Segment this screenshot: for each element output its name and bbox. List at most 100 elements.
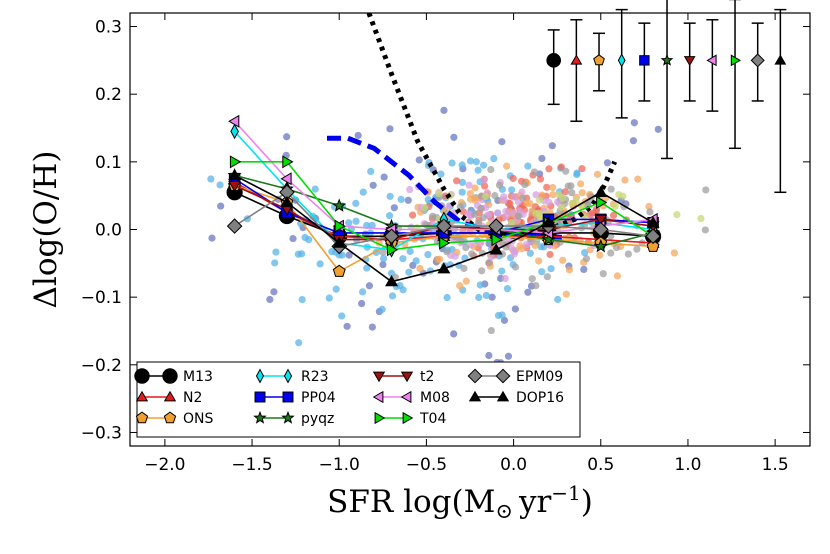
scatter-point [390, 204, 398, 212]
scatter-point [436, 255, 444, 263]
scatter-point [437, 170, 445, 178]
legend-marker [253, 410, 267, 424]
EPM09-marker [383, 228, 400, 245]
legend-item: ONS [135, 411, 213, 427]
scatter-point [420, 203, 429, 212]
scatter-point [524, 288, 532, 296]
T04-marker [282, 155, 294, 169]
scatter-point [386, 125, 394, 133]
scatter-point [528, 275, 536, 283]
scatter-point [613, 272, 622, 280]
scatter-point [466, 189, 474, 198]
scatter-point [573, 170, 581, 179]
legend-label: EPM09 [516, 369, 563, 385]
legend-label: M13 [183, 369, 213, 385]
scatter-point [511, 305, 519, 313]
scatter-point [365, 282, 374, 290]
scatter-point [548, 142, 556, 150]
scatter-point [545, 165, 553, 173]
legend-label: t2 [420, 369, 434, 385]
scatter-point [477, 204, 485, 213]
scatter-point [546, 250, 554, 259]
legend-item: EPM09 [467, 368, 563, 385]
scatter-point [416, 264, 424, 273]
scatter-point [538, 268, 546, 276]
scatter-point [488, 293, 496, 301]
legend-item: t2 [372, 369, 434, 385]
scatter-point [599, 270, 607, 278]
scatter-point [592, 208, 600, 216]
t2-marker [594, 214, 608, 226]
x-axis-label-close: ) [581, 484, 593, 520]
scatter-point [538, 154, 546, 163]
scatter-point [697, 214, 705, 223]
scatter-point [338, 251, 346, 259]
y-tick-label: −0.3 [81, 423, 122, 443]
legend-label: R23 [301, 369, 329, 385]
scatter-point [567, 182, 575, 190]
errbar-marker [730, 54, 741, 67]
errbar-marker [750, 53, 765, 68]
scatter-point [380, 173, 388, 181]
scatter-point [474, 166, 482, 174]
axis-ticks: −2.0 −1.5 −1.0 −0.5 0.0 0.5 1.0 1.5 −0.3 −0.2 −0.1… [81, 13, 810, 475]
errbar-PP04 [638, 22, 651, 102]
DOP16-marker [489, 243, 503, 255]
legend-marker [402, 411, 414, 425]
scatter-point [396, 281, 404, 290]
scatter-point [435, 189, 443, 198]
scatter-point [633, 245, 641, 253]
scatter-point [526, 249, 534, 257]
scatter-point [443, 248, 451, 256]
scatter-point [501, 274, 509, 283]
legend-item: M13 [134, 368, 213, 385]
scatter-point [524, 162, 532, 170]
scatter-point [408, 211, 417, 219]
scatter-point [422, 221, 430, 229]
scatter-point [521, 181, 529, 189]
scatter-point [518, 188, 526, 196]
scatter-point [481, 182, 489, 190]
scatter-point [508, 186, 516, 194]
scatter-point [301, 233, 309, 242]
scatter-point [508, 209, 517, 217]
y-tick-label: −0.2 [81, 356, 122, 376]
scatter-point [316, 260, 324, 268]
legend-label: T04 [419, 411, 446, 427]
scatter-point [352, 217, 360, 225]
scatter-point [543, 183, 551, 191]
scatter-point [511, 248, 519, 256]
scatter-point [543, 273, 551, 281]
scatter-point [412, 257, 420, 265]
series-lines [226, 114, 662, 287]
scatter-point [385, 212, 394, 220]
scatter-point [462, 244, 470, 252]
legend-marker [163, 411, 177, 424]
R23-marker [230, 123, 239, 140]
legend-marker [163, 390, 177, 402]
scatter-point [369, 181, 377, 189]
scatter-point [472, 158, 480, 166]
legend-marker [495, 368, 511, 384]
DOP16-marker [332, 236, 346, 248]
scatter-point [630, 119, 638, 127]
scatter-point [448, 159, 456, 167]
x-axis-label-sub: ⊙ [495, 499, 513, 523]
scatter-point [272, 248, 280, 256]
errbar-marker [617, 53, 626, 68]
scatter-point [491, 191, 499, 200]
scatter-point [338, 312, 346, 320]
legend-marker [467, 368, 483, 384]
scatter-point [359, 188, 367, 196]
scatter-point [397, 195, 405, 204]
scatter-point [516, 242, 524, 250]
scatter-point [593, 170, 602, 178]
legend-label: N2 [183, 390, 202, 406]
scatter-point [549, 191, 557, 199]
scatter-point [415, 156, 423, 164]
errbar-EPM09 [750, 22, 765, 102]
x-tick-label: 0.0 [500, 455, 527, 475]
scatter-point [596, 251, 604, 259]
scatter-point [611, 202, 619, 210]
legend-label: PP04 [301, 390, 336, 406]
